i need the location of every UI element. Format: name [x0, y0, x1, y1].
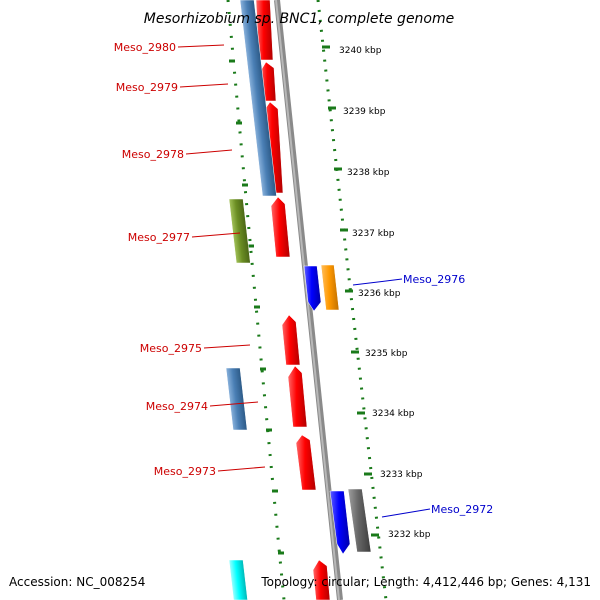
left-leader-lines — [177, 44, 266, 472]
reverse-strand-genes — [303, 264, 372, 555]
inner-strand-genes — [225, 0, 277, 600]
gene-cyan[interactable] — [228, 559, 248, 600]
scale-label-3234: 3234 kbp — [372, 409, 415, 419]
label-meso-2979[interactable]: Meso_2979 — [116, 81, 178, 94]
scale-label-3238: 3238 kbp — [347, 168, 390, 178]
label-meso-2977[interactable]: Meso_2977 — [128, 231, 190, 244]
gene-steelblue-1[interactable] — [239, 0, 277, 197]
gene-meso-2977[interactable] — [270, 196, 291, 258]
inner-ring-ticks — [229, 59, 284, 555]
scale-ticks — [322, 45, 379, 537]
scale-label-3239: 3239 kbp — [343, 107, 386, 117]
gene-meso-2972[interactable] — [329, 490, 351, 555]
right-leader-lines — [352, 278, 431, 518]
genome-backbone-highlight — [275, 0, 340, 600]
scale-label-3232: 3232 kbp — [388, 530, 431, 540]
topology-text: Topology: circular; Length: 4,412,446 bp… — [260, 575, 591, 589]
scale-label-3233: 3233 kbp — [380, 470, 423, 480]
gene-meso-2974-partner[interactable] — [287, 365, 308, 428]
outer-dotted-ring — [316, 0, 388, 600]
label-meso-2976[interactable]: Meso_2976 — [403, 273, 465, 286]
gene-bottom-red[interactable] — [312, 559, 331, 600]
left-gene-labels: Meso_2980 Meso_2979 Meso_2978 Meso_2977 … — [114, 41, 216, 478]
gene-meso-2973[interactable] — [295, 434, 317, 491]
label-meso-2972[interactable]: Meso_2972 — [431, 503, 493, 516]
scale-label-3240: 3240 kbp — [339, 46, 382, 56]
scale-label-3237: 3237 kbp — [352, 229, 395, 239]
genome-title: Mesorhizobium sp. BNC1, complete genome — [144, 11, 455, 27]
gene-orange[interactable] — [320, 264, 340, 311]
label-meso-2975[interactable]: Meso_2975 — [140, 342, 202, 355]
accession-text: Accession: NC_008254 — [9, 575, 145, 589]
label-meso-2974[interactable]: Meso_2974 — [146, 400, 208, 413]
gene-meso-2974[interactable] — [225, 367, 248, 431]
scale-labels: 3240 kbp 3239 kbp 3238 kbp 3237 kbp 3236… — [339, 46, 431, 540]
gene-olive[interactable] — [228, 198, 251, 264]
label-meso-2978[interactable]: Meso_2978 — [122, 148, 184, 161]
gene-meso-2975[interactable] — [281, 314, 301, 366]
scale-label-3236: 3236 kbp — [358, 289, 401, 299]
gene-gray[interactable] — [347, 488, 372, 553]
inner-dotted-ring — [226, 0, 286, 600]
label-meso-2980[interactable]: Meso_2980 — [114, 41, 176, 54]
label-meso-2973[interactable]: Meso_2973 — [154, 465, 216, 478]
gene-meso-2976[interactable] — [303, 265, 322, 312]
right-gene-labels: Meso_2976 Meso_2972 — [403, 273, 493, 516]
scale-label-3235: 3235 kbp — [365, 349, 408, 359]
